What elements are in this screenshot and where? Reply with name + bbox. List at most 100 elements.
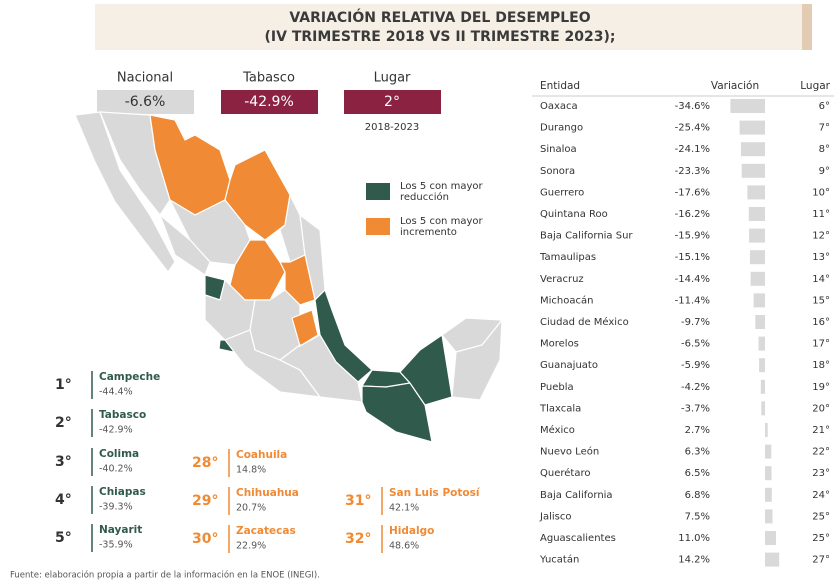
- rank-name: Coahuila: [236, 449, 287, 461]
- variation-bar: [765, 531, 776, 545]
- variation-bar: [749, 250, 765, 265]
- variacion: -5.9%: [681, 360, 710, 371]
- legend-swatch: [366, 183, 390, 200]
- title-line: VARIACIÓN RELATIVA DEL DESEMPLEO: [289, 8, 590, 26]
- table-header: Variación: [711, 80, 759, 92]
- variation-bar: [761, 401, 765, 416]
- rank: 31°: [345, 493, 371, 509]
- variacion: -3.7%: [681, 403, 710, 414]
- state: [204, 278, 256, 341]
- table-header: Lugar: [800, 80, 830, 92]
- variation-bar: [765, 423, 768, 437]
- variacion: 7.5%: [685, 511, 710, 522]
- variation-bar: [747, 185, 765, 200]
- state: [74, 111, 176, 274]
- entidad: Nuevo León: [540, 446, 599, 458]
- entidad: Durango: [540, 123, 583, 134]
- summary-box: [344, 90, 441, 114]
- summary-value: 2°: [384, 94, 400, 110]
- variacion: 6.5%: [685, 468, 710, 479]
- rank-name: Colima: [99, 448, 139, 460]
- variacion: 6.3%: [685, 447, 710, 458]
- title-line: (IV TRIMESTRE 2018 VS II TRIMESTRE 2023)…: [265, 29, 616, 45]
- lugar: 20°: [812, 403, 830, 414]
- entidad: Sinaloa: [540, 144, 577, 155]
- legend-label: Los 5 con mayor: [400, 216, 483, 227]
- rank-name: Zacatecas: [236, 525, 296, 537]
- entidad: Morelos: [540, 339, 579, 350]
- entidad: Quintana Roo: [540, 209, 608, 220]
- variacion: -16.2%: [675, 209, 710, 220]
- lugar: 21°: [812, 425, 830, 436]
- rank-name: Chihuahua: [236, 487, 299, 499]
- rank-value: -42.9%: [99, 425, 133, 436]
- entidad: Tamaulipas: [539, 252, 596, 263]
- variation-bar: [739, 120, 765, 135]
- lugar: 12°: [812, 231, 830, 242]
- lugar: 19°: [812, 382, 830, 393]
- variacion: -34.6%: [675, 101, 710, 112]
- lugar: 23°: [812, 468, 830, 479]
- rank: 29°: [192, 493, 218, 509]
- rank-name: Campeche: [99, 371, 160, 383]
- variation-bar: [758, 336, 765, 351]
- rank-name: Nayarit: [99, 524, 142, 536]
- summary-box: [97, 90, 194, 114]
- entidad: Guanajuato: [540, 360, 598, 371]
- variacion: -25.4%: [675, 123, 710, 134]
- variacion: -14.4%: [675, 274, 710, 285]
- lugar: 13°: [812, 252, 830, 263]
- lugar: 9°: [819, 166, 830, 177]
- variacion: -15.9%: [675, 231, 710, 242]
- variacion: -17.6%: [675, 187, 710, 198]
- rank: 1°: [55, 377, 72, 393]
- lugar: 17°: [812, 339, 830, 350]
- variation-bar: [741, 163, 765, 178]
- lugar: 18°: [812, 360, 830, 371]
- summary-value: -42.9%: [244, 94, 294, 110]
- rank-value: 48.6%: [389, 541, 419, 552]
- state: [278, 334, 363, 403]
- variation-bar: [750, 271, 765, 286]
- rank-value: -44.4%: [99, 387, 133, 398]
- variation-bar: [765, 466, 772, 481]
- lugar: 11°: [812, 209, 830, 220]
- rank: 28°: [192, 455, 218, 471]
- entidad: México: [540, 424, 575, 436]
- entidad: Tlaxcala: [539, 403, 581, 414]
- variacion: -11.4%: [675, 295, 710, 306]
- lugar: 6°: [819, 101, 830, 112]
- entidad: Baja California Sur: [540, 231, 633, 242]
- summary-label: Lugar: [374, 71, 411, 86]
- entidad: Puebla: [540, 382, 574, 393]
- state: [451, 318, 503, 401]
- rank: 30°: [192, 531, 218, 547]
- map: [74, 111, 504, 443]
- entidad: Jalisco: [539, 511, 571, 522]
- variacion: 2.7%: [685, 425, 710, 436]
- lugar: 7°: [819, 123, 830, 134]
- table-header: Entidad: [540, 80, 580, 92]
- legend-swatch: [366, 218, 390, 235]
- variation-bar: [765, 444, 772, 459]
- variacion: -24.1%: [675, 144, 710, 155]
- state: [291, 309, 319, 347]
- variation-bar: [740, 142, 765, 157]
- legend-label: reducción: [400, 191, 449, 203]
- rank-value: -35.9%: [99, 540, 133, 551]
- variacion: -23.3%: [675, 166, 710, 177]
- summary-label: Tabasco: [242, 71, 295, 86]
- variation-bar: [755, 315, 765, 329]
- legend-label: incremento: [400, 227, 457, 238]
- entidad: Sonora: [540, 166, 575, 177]
- rank-value: 14.8%: [236, 465, 266, 476]
- title-accent: [802, 4, 812, 50]
- variation-bar: [765, 487, 772, 502]
- variation-bar: [759, 358, 765, 373]
- rank-value: -39.3%: [99, 502, 133, 513]
- entidad: Ciudad de México: [540, 316, 629, 328]
- variacion: -9.7%: [681, 317, 710, 328]
- lugar: 25°: [812, 511, 830, 522]
- lugar: 14°: [812, 274, 830, 285]
- variacion: 11.0%: [678, 533, 710, 544]
